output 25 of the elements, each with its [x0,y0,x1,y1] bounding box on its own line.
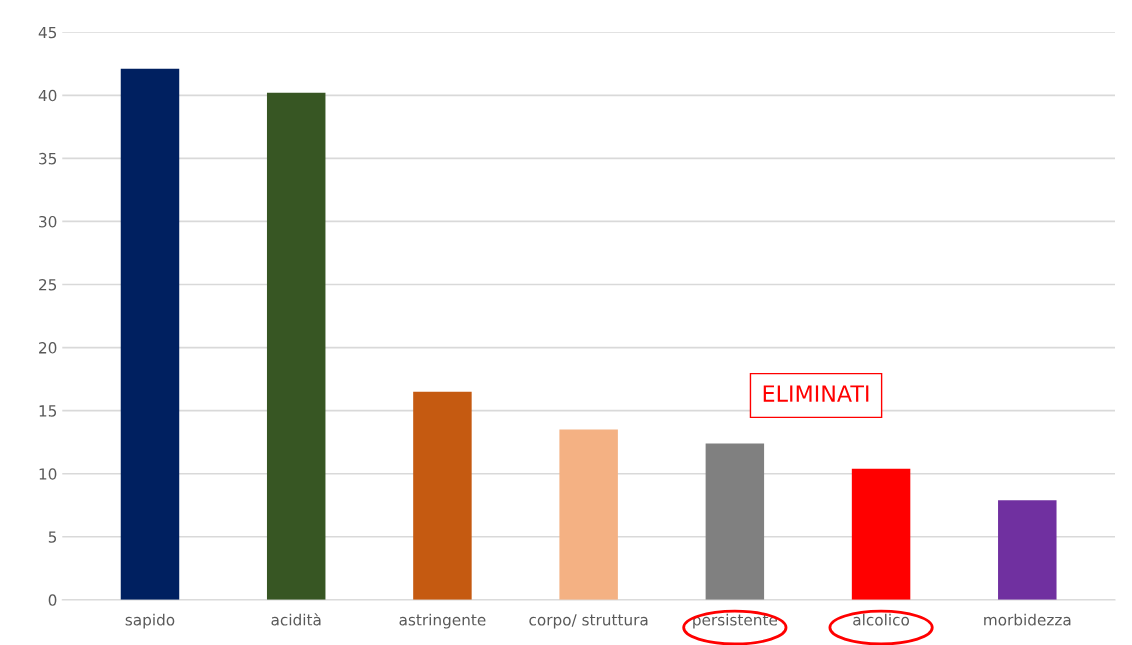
y-tick-label: 35 [39,152,57,165]
y-tick-label: 0 [48,594,57,606]
x-tick-label: sapido [125,613,175,629]
annotation: ELIMINATI [763,385,869,402]
y-tick-label: 30 [39,215,57,228]
bar [266,92,326,600]
y-tick-label: 25 [39,278,57,291]
bar [120,68,180,600]
bar [705,443,765,600]
x-tick-label: astringente [399,613,486,629]
x-tick-label: persistente [693,613,778,629]
y-tick-label: 40 [38,89,57,102]
y-tick-label: 20 [39,342,57,354]
y-tick-label: 5 [48,531,57,543]
x-tick-label: alcolico [853,613,910,626]
x-tick-label: corpo/ struttura [529,614,648,629]
x-tick-label: acidità [271,613,321,626]
y-tick-label: 15 [39,405,57,417]
bar [851,468,911,600]
bar [998,500,1057,600]
y-tick-label: 45 [38,26,57,39]
bar [413,391,472,600]
bar [559,429,618,600]
x-tick-label: morbidezza [984,613,1071,626]
y-tick-label: 10 [39,468,57,480]
